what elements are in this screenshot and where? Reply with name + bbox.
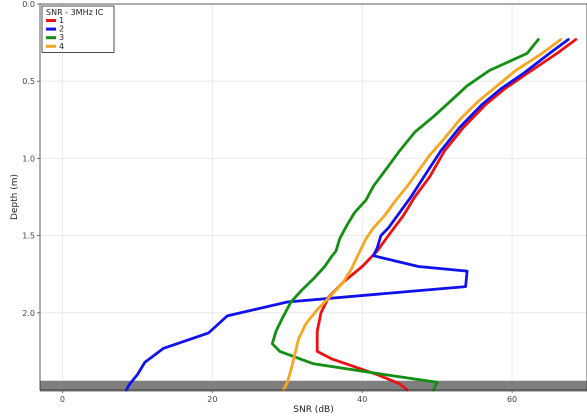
- grid: [40, 3, 587, 390]
- y-tick-label: 0.5: [22, 77, 35, 86]
- x-tick-label: 40: [357, 395, 367, 404]
- y-tick-label: 1.0: [22, 154, 35, 163]
- series-line-2: [124, 38, 570, 392]
- legend-label-1: 1: [59, 16, 64, 25]
- y-tick-label: 0.0: [22, 0, 35, 9]
- legend-label-3: 3: [59, 33, 64, 42]
- x-tick-label: 60: [507, 395, 517, 404]
- axis-titles: SNR (dB) Depth (m): [10, 174, 334, 415]
- x-axis-title: SNR (dB): [293, 405, 333, 415]
- legend-title: SNR - 3MHz IC: [46, 8, 104, 17]
- legend-label-2: 2: [59, 25, 64, 34]
- tick-layer: 0 20 40 60 0.0 0.5 1.0 1.5 2.0: [22, 0, 517, 404]
- series-line-1: [315, 38, 578, 392]
- series-line-3: [270, 38, 540, 392]
- y-axis-title: Depth (m): [10, 174, 20, 220]
- y-tick-label: 2.0: [22, 309, 35, 318]
- y-tick-label: 1.5: [22, 232, 35, 241]
- legend-label-4: 4: [59, 42, 64, 51]
- shaded-band: [40, 380, 587, 392]
- x-tick-label: 0: [60, 395, 65, 404]
- shaded-band-layer: [40, 380, 587, 392]
- x-tick-label: 20: [207, 395, 217, 404]
- series-line-4: [282, 38, 563, 392]
- plot-frame: [39, 3, 587, 391]
- series-lines: [124, 38, 578, 392]
